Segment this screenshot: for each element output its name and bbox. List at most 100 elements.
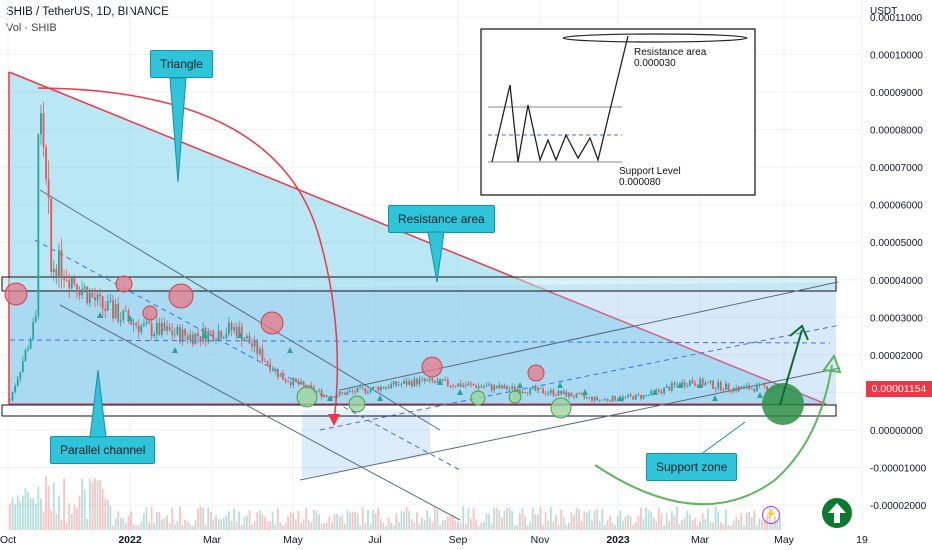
volume-bar	[408, 510, 411, 530]
volume-bar	[418, 523, 421, 530]
volume-bar	[233, 508, 235, 530]
inset-support-label: Support Level	[619, 166, 681, 177]
volume-bar	[753, 510, 756, 530]
signal-marker	[712, 395, 718, 401]
candle-body	[34, 315, 37, 322]
candle-body	[338, 391, 341, 396]
volume-bar	[629, 515, 632, 530]
volume-bar	[94, 478, 96, 530]
candle-body	[94, 297, 96, 301]
support-curve-arrow	[594, 364, 833, 506]
volume-bar	[444, 519, 447, 530]
volume-bar	[449, 516, 452, 530]
candle-body	[379, 386, 382, 391]
candle-body	[467, 383, 470, 386]
volume-bar	[627, 514, 629, 530]
volume-bar	[359, 524, 362, 530]
volume-bar	[614, 524, 617, 530]
volume-bar	[50, 510, 53, 530]
y-tick-label: 0.00010000	[870, 51, 923, 62]
volume-bar	[81, 478, 84, 530]
signal-marker	[652, 389, 658, 395]
volume-bar	[135, 525, 138, 530]
volume-bar	[441, 520, 444, 530]
volume-bar	[722, 523, 725, 530]
candle-body	[660, 391, 663, 394]
volume-bar	[364, 523, 367, 530]
volume-bar	[382, 522, 385, 530]
y-tick-label: 0.00006000	[870, 201, 923, 212]
volume-bar	[632, 524, 635, 530]
candle-body	[50, 197, 53, 273]
candle-body	[284, 379, 287, 382]
candle-body	[318, 390, 320, 392]
candle-body	[531, 387, 534, 389]
candle-body	[714, 387, 717, 389]
lightning-icon[interactable]: ⚡	[762, 506, 780, 524]
volume-bar	[369, 524, 372, 530]
volume-bar	[725, 509, 727, 530]
candle-body	[704, 382, 707, 386]
volume-bar	[567, 522, 570, 530]
candle-body	[390, 384, 393, 389]
candle-body	[449, 385, 452, 387]
triangle-callout-label: Triangle	[160, 57, 203, 71]
candle-body	[436, 380, 439, 383]
volume-bar	[132, 523, 135, 530]
candle-body	[14, 385, 17, 392]
volume-bar	[323, 523, 326, 530]
candle-body	[591, 397, 593, 401]
candle-body	[555, 395, 557, 396]
candle-body	[73, 277, 76, 284]
candle-body	[117, 303, 120, 322]
volume-bar	[457, 521, 459, 530]
y-tick-label: 0.00011000	[870, 13, 923, 24]
volume-bar	[694, 518, 696, 530]
volume-bar	[470, 519, 472, 530]
volume-bar	[91, 481, 94, 530]
volume-bar	[189, 524, 192, 530]
volume-bar	[194, 519, 197, 530]
support-pivot-circle	[470, 390, 486, 406]
candle-body	[374, 386, 377, 388]
candle-body	[248, 336, 251, 344]
volume-bar	[333, 514, 336, 530]
candle-body	[258, 348, 261, 354]
volume-bar	[235, 521, 238, 530]
volume-bar	[549, 506, 552, 530]
candle-body	[176, 327, 179, 335]
candle-body	[45, 147, 47, 180]
candle-body	[606, 398, 609, 401]
resistance-pivot-circle	[168, 283, 194, 309]
volume-bar	[68, 503, 71, 530]
candle-body	[470, 383, 472, 385]
volume-bar	[763, 519, 766, 530]
candle-body	[235, 326, 238, 336]
volume-bar	[179, 506, 181, 530]
volume-bar	[493, 508, 496, 530]
volume-bar	[55, 513, 58, 530]
arrow-up-icon[interactable]	[822, 498, 852, 528]
candle-body	[377, 386, 380, 391]
volume-bar	[186, 521, 189, 530]
volume-bar	[601, 509, 604, 530]
candle-body	[583, 394, 586, 398]
support-pivot-circle	[348, 395, 366, 413]
candle-body	[209, 330, 212, 332]
resistance-pivot-circle	[527, 364, 545, 382]
volume-bar	[508, 507, 511, 530]
volume-bar	[279, 522, 282, 530]
volume-bar	[40, 498, 42, 530]
volume-bar	[395, 513, 398, 530]
volume-bar	[336, 513, 338, 530]
volume-bar	[127, 515, 130, 530]
volume-bar	[400, 510, 403, 530]
candle-body	[758, 383, 761, 385]
volume-bar	[199, 506, 202, 530]
resistance-pivot-circle	[115, 275, 133, 293]
signal-marker	[287, 347, 293, 353]
volume-bar	[578, 508, 581, 530]
volume-bar	[676, 506, 678, 530]
volume-bar	[743, 525, 745, 530]
